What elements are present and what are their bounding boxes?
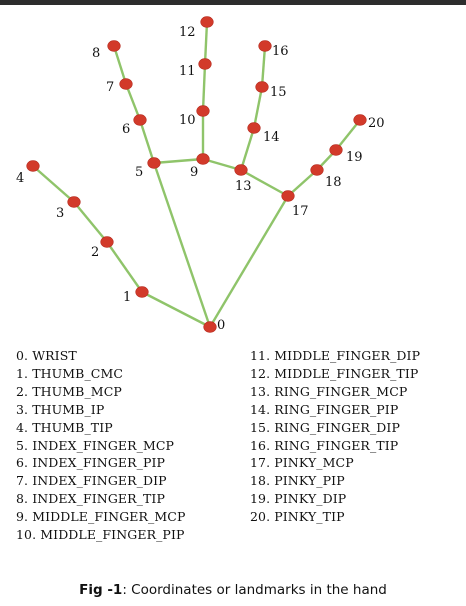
joint-thumb-ip	[67, 196, 81, 208]
connection-6-7	[124, 83, 142, 121]
connection-17-18	[287, 169, 318, 197]
legend-item: 17. PINKY_MCP	[250, 455, 354, 471]
connection-13-14	[239, 127, 256, 171]
joint-middle-finger-tip	[200, 16, 214, 28]
joint-ring-finger-mcp	[234, 164, 248, 176]
joint-index-finger-pip	[133, 114, 147, 126]
joint-label-8: 8	[92, 46, 100, 61]
legend-item: 14. RING_FINGER_PIP	[250, 401, 399, 417]
connection-11-12	[203, 21, 209, 65]
connection-15-16	[260, 45, 267, 88]
legend-item: 15. RING_FINGER_DIP	[250, 419, 400, 435]
joint-label-11: 11	[179, 64, 196, 79]
hand-connections	[32, 21, 361, 329]
legend-item: 13. RING_FINGER_MCP	[250, 383, 408, 399]
joint-index-finger-mcp	[147, 157, 161, 169]
joint-ring-finger-pip	[247, 122, 261, 134]
joint-label-9: 9	[190, 165, 198, 180]
joint-thumb-cmc	[135, 286, 149, 298]
joint-label-7: 7	[106, 80, 114, 95]
connection-7-8	[112, 45, 128, 85]
legend-item: 4. THUMB_TIP	[16, 419, 113, 435]
joint-pinky-dip	[329, 144, 343, 156]
connection-3-4	[32, 165, 75, 203]
joint-label-20: 20	[368, 116, 385, 131]
joint-middle-finger-pip	[196, 105, 210, 117]
joint-thumb-tip	[26, 160, 40, 172]
joint-wrist	[203, 321, 217, 333]
legend-item: 18. PINKY_PIP	[250, 473, 345, 489]
joint-pinky-tip	[353, 114, 367, 126]
legend-item: 1. THUMB_CMC	[16, 365, 124, 381]
figure-caption: Fig -1: Coordinates or landmarks in the …	[0, 582, 466, 598]
joint-label-6: 6	[122, 122, 130, 137]
joint-label-10: 10	[179, 113, 196, 128]
connection-0-17	[208, 195, 290, 328]
legend-item: 0. WRIST	[16, 348, 77, 363]
legend-item: 16. RING_FINGER_TIP	[250, 437, 399, 453]
legend-item: 2. THUMB_MCP	[16, 383, 122, 399]
joint-ring-finger-tip	[258, 40, 272, 52]
legend-item: 7. INDEX_FINGER_DIP	[16, 473, 167, 489]
legend-item: 6. INDEX_FINGER_PIP	[16, 455, 166, 471]
connection-19-20	[335, 119, 361, 151]
joint-label-17: 17	[292, 204, 309, 219]
connection-5-6	[138, 119, 156, 164]
legend-item: 19. PINKY_DIP	[250, 491, 347, 507]
joint-pinky-mcp	[281, 190, 295, 202]
joint-label-18: 18	[325, 175, 342, 190]
legend-item: 20. PINKY_TIP	[250, 509, 345, 525]
caption-text: : Coordinates or landmarks in the hand	[122, 582, 387, 598]
legend-item: 10. MIDDLE_FINGER_PIP	[16, 527, 185, 543]
joint-label-19: 19	[346, 150, 363, 165]
joint-label-4: 4	[16, 171, 24, 186]
connection-5-9	[153, 157, 204, 165]
legend-item: 12. MIDDLE_FINGER_TIP	[250, 365, 419, 381]
legend-item: 9. MIDDLE_FINGER_MCP	[16, 509, 186, 525]
connection-0-1	[141, 290, 211, 329]
legend-item: 8. INDEX_FINGER_TIP	[16, 491, 165, 507]
connection-13-17	[240, 168, 289, 198]
connection-0-5	[152, 162, 212, 328]
legend-item: 11. MIDDLE_FINGER_DIP	[250, 348, 421, 363]
legend-left-column: 0. WRIST 1. THUMB_CMC 2. THUMB_MCP 3. THUMB…	[16, 347, 185, 544]
joint-label-14: 14	[263, 130, 280, 145]
joint-index-finger-tip	[107, 40, 121, 52]
joint-index-finger-dip	[119, 78, 133, 90]
connection-10-11	[201, 63, 207, 112]
joint-thumb-mcp	[100, 236, 114, 248]
joint-ring-finger-dip	[255, 81, 269, 93]
hand-joints	[26, 16, 367, 333]
joint-pinky-pip	[310, 164, 324, 176]
joint-label-5: 5	[135, 165, 143, 180]
joint-label-1: 1	[123, 290, 131, 305]
top-bar	[0, 0, 466, 5]
connection-14-15	[252, 86, 264, 129]
joint-label-3: 3	[56, 206, 64, 221]
joint-middle-finger-mcp	[196, 153, 210, 165]
joint-middle-finger-dip	[198, 58, 212, 70]
joint-label-0: 0	[217, 318, 225, 333]
connection-1-2	[106, 241, 143, 293]
joint-label-12: 12	[179, 25, 196, 40]
legend-item: 5. INDEX_FINGER_MCP	[16, 437, 175, 453]
connection-2-3	[73, 201, 108, 243]
caption-prefix: Fig -1	[79, 582, 123, 598]
connection-9-13	[202, 157, 242, 172]
legend-item: 3. THUMB_IP	[16, 401, 105, 417]
joint-label-15: 15	[270, 85, 287, 100]
joint-label-13: 13	[235, 179, 252, 194]
joint-label-2: 2	[91, 245, 99, 260]
joint-label-16: 16	[272, 44, 289, 59]
legend-right-column: 11. MIDDLE_FINGER_DIP 12. MIDDLE_FINGER_T…	[250, 347, 420, 526]
